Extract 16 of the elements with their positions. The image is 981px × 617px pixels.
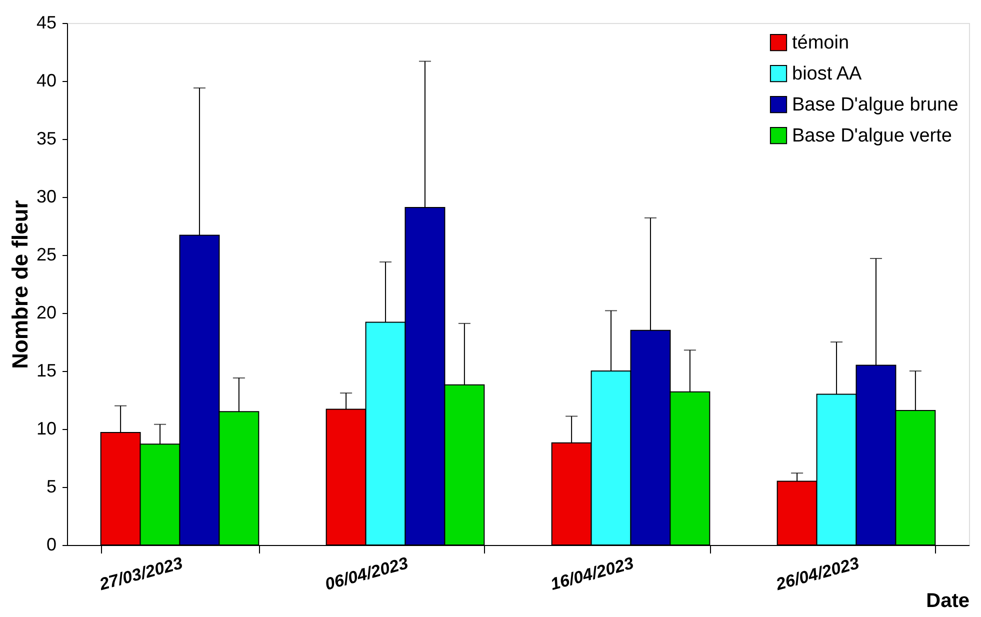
x-axis-title: Date <box>926 590 970 612</box>
legend-label: biost AA <box>792 64 862 84</box>
y-axis-title: Nombre de fleur <box>7 200 32 369</box>
y-tick-label: 40 <box>36 70 56 90</box>
y-tick-label: 0 <box>46 534 56 554</box>
y-tick-label: 45 <box>36 12 56 32</box>
legend-label: témoin <box>792 32 850 54</box>
y-tick-label: 30 <box>36 186 56 206</box>
y-tick-label: 10 <box>36 418 56 438</box>
legend-label: Base D'algue verte <box>792 126 952 146</box>
legend-label: Base D'algue brune <box>792 94 958 116</box>
y-tick-label: 5 <box>46 476 56 496</box>
y-tick-label: 35 <box>36 128 56 148</box>
y-tick-label: 25 <box>36 244 56 264</box>
y-tick-label: 15 <box>36 360 56 380</box>
y-tick-label: 20 <box>36 302 56 322</box>
